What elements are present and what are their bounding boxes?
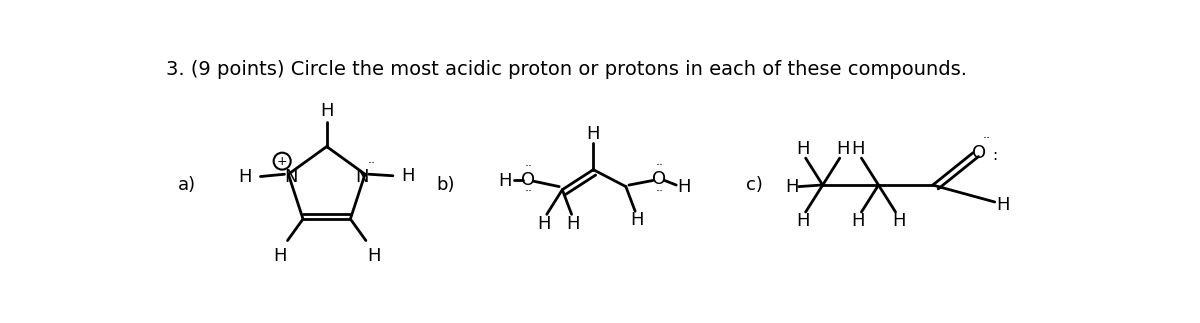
Text: O: O <box>972 144 986 162</box>
Text: H: H <box>785 178 798 196</box>
Text: O: O <box>652 170 666 188</box>
Text: ··: ·· <box>524 185 533 199</box>
Text: H: H <box>796 140 809 158</box>
Text: +: + <box>277 155 288 168</box>
Text: H: H <box>402 167 415 185</box>
Text: H: H <box>836 140 850 158</box>
Text: H: H <box>498 172 511 190</box>
Text: b): b) <box>437 176 455 194</box>
Text: H: H <box>996 196 1009 214</box>
Text: ··: ·· <box>524 160 533 173</box>
Text: ··: ·· <box>983 132 991 145</box>
Text: H: H <box>566 214 580 233</box>
Text: H: H <box>677 178 691 196</box>
Text: H: H <box>892 212 906 230</box>
Text: H: H <box>239 168 252 185</box>
Text: H: H <box>630 212 643 229</box>
Text: H: H <box>852 140 865 158</box>
Text: H: H <box>274 247 287 265</box>
Text: H: H <box>367 247 380 265</box>
Text: a): a) <box>178 176 197 194</box>
Text: ··: ·· <box>655 159 664 172</box>
Text: H: H <box>536 214 551 233</box>
Text: 3. (9 points) Circle the most acidic proton or protons in each of these compound: 3. (9 points) Circle the most acidic pro… <box>166 60 966 79</box>
Text: H: H <box>852 212 865 230</box>
Text: N: N <box>355 168 368 186</box>
Text: ··: ·· <box>367 157 376 170</box>
Text: :: : <box>992 148 997 163</box>
Text: O: O <box>521 171 535 189</box>
Text: c): c) <box>746 176 763 194</box>
Text: H: H <box>796 212 809 230</box>
Text: H: H <box>587 125 600 143</box>
Text: N: N <box>284 168 299 186</box>
Text: H: H <box>320 102 334 120</box>
Text: ··: ·· <box>655 185 664 198</box>
